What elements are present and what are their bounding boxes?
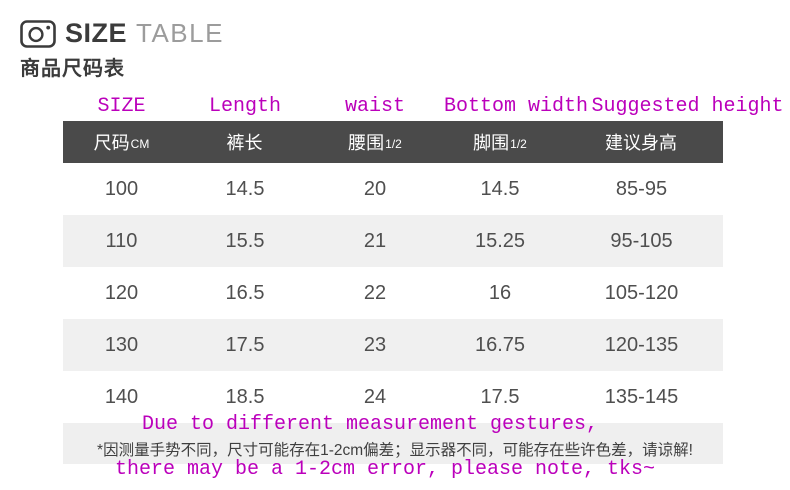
footnote-chinese: *因测量手势不同，尺寸可能存在1-2cm偏差；显示器不同，可能存在些许色差，请谅… xyxy=(97,442,693,459)
cell-size: 130 xyxy=(104,333,139,356)
cell-size: 110 xyxy=(105,229,138,252)
table-row-140: 140 18.5 24 17.5 135-145 xyxy=(63,371,723,423)
cell-height: 105-120 xyxy=(604,281,679,304)
col-header-en-waist: waist xyxy=(344,95,405,118)
table-header-chinese: 尺码 CM 裤长 腰围 1/2 脚围 1/2 建议身高 xyxy=(63,121,723,163)
table-row-130: 130 17.5 23 16.75 120-135 xyxy=(63,319,723,371)
cell-height: 95-105 xyxy=(610,229,673,252)
cell-length: 18.5 xyxy=(225,385,265,408)
col-header-zh-bottom-width: 脚围 1/2 xyxy=(473,133,527,153)
cell-length: 16.5 xyxy=(225,281,265,304)
cell-bottom: 16 xyxy=(488,281,512,304)
size-table-body: 100 14.5 20 14.5 85-95 110 15.5 21 15.25… xyxy=(63,163,723,423)
camera-icon xyxy=(20,19,56,48)
col-header-zh-length: 裤长 xyxy=(226,133,263,153)
cell-bottom: 16.75 xyxy=(474,333,526,356)
cell-size: 140 xyxy=(104,385,139,408)
col-header-zh-suggested-height: 建议身高 xyxy=(605,133,677,153)
cell-waist: 20 xyxy=(363,177,387,200)
cell-height: 120-135 xyxy=(604,333,679,356)
col-header-en-suggested-height: Suggested height xyxy=(591,95,784,118)
cell-length: 17.5 xyxy=(225,333,265,356)
footer-highlight-band xyxy=(63,423,723,464)
cell-waist: 23 xyxy=(363,333,387,356)
cell-waist: 21 xyxy=(363,229,387,252)
table-row-100: 100 14.5 20 14.5 85-95 xyxy=(63,163,723,215)
cell-length: 14.5 xyxy=(225,177,265,200)
col-header-en-length: Length xyxy=(208,95,281,118)
cell-bottom: 15.25 xyxy=(474,229,526,252)
cell-size: 120 xyxy=(104,281,139,304)
cell-size: 100 xyxy=(104,177,139,200)
table-row-120: 120 16.5 22 16 105-120 xyxy=(63,267,723,319)
brand-header: SIZE TABLE 商品尺码表 xyxy=(20,18,224,81)
page-title-size: SIZE xyxy=(65,18,128,48)
cell-bottom: 17.5 xyxy=(480,385,520,408)
table-header-english: SIZE Length waist Bottom width Suggested… xyxy=(63,92,783,121)
col-header-en-size: SIZE xyxy=(97,95,146,118)
col-header-zh-waist: 腰围 1/2 xyxy=(348,133,402,153)
footnote-english-line2: there may be a 1-2cm error, please note,… xyxy=(114,458,656,481)
cell-height: 85-95 xyxy=(615,177,668,200)
col-header-en-bottom-width: Bottom width xyxy=(443,95,589,118)
col-header-zh-size: 尺码 CM xyxy=(93,133,150,153)
table-row-110: 110 15.5 21 15.25 95-105 xyxy=(63,215,723,267)
cell-waist: 22 xyxy=(363,281,387,304)
cell-height: 135-145 xyxy=(604,385,679,408)
page-subtitle-zh: 商品尺码表 xyxy=(20,58,125,80)
page-title-table: TABLE xyxy=(136,18,224,48)
footnote-english-line1: Due to different measurement gestures, xyxy=(141,413,599,436)
cell-waist: 24 xyxy=(363,385,387,408)
cell-bottom: 14.5 xyxy=(480,177,520,200)
cell-length: 15.5 xyxy=(225,229,265,252)
